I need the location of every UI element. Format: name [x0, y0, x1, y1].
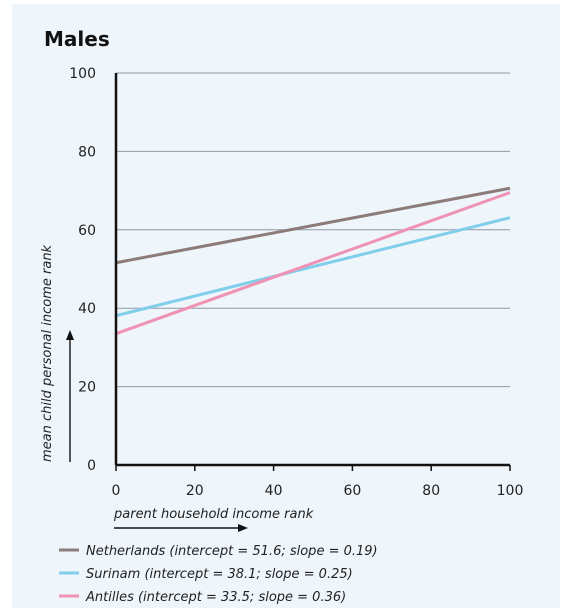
x-axis-label: parent household income rank	[113, 507, 314, 522]
axes	[114, 73, 511, 471]
legend-label-1: Surinam (intercept = 38.1; slope = 0.25)	[86, 567, 353, 582]
series-line-1	[115, 216, 511, 318]
y-tick-label: 40	[78, 301, 96, 317]
legend: Netherlands (intercept = 51.6; slope = 0…	[59, 544, 378, 605]
chart-panel: Males 0 20 40 60 80 100 0 20 40 60 80 100 parent ho…	[12, 4, 560, 608]
y-tick-label: 0	[87, 458, 96, 474]
chart: Males 0 20 40 60 80 100 0 20 40 60 80 100 parent ho…	[40, 27, 523, 605]
x-tick-label: 20	[186, 483, 204, 499]
grid	[116, 72, 510, 388]
x-tick-label: 80	[422, 483, 440, 499]
tick-labels: 0 20 40 60 80 100 0 20 40 60 80 100	[69, 66, 523, 499]
y-tick-label: 20	[78, 380, 96, 396]
series-line-0	[115, 186, 511, 265]
chart-title: Males	[44, 27, 110, 51]
y-tick-label: 80	[78, 144, 96, 160]
axis-arrows	[66, 330, 248, 532]
x-tick-label: 60	[343, 483, 361, 499]
x-tick-label: 0	[112, 483, 121, 499]
series-line-2	[115, 191, 511, 336]
y-tick-label: 100	[69, 66, 96, 82]
x-label-arrowhead	[238, 524, 248, 532]
legend-label-0: Netherlands (intercept = 51.6; slope = 0…	[86, 544, 378, 559]
series-group	[115, 186, 511, 336]
y-tick-label: 60	[78, 223, 96, 239]
y-axis-label: mean child personal income rank	[40, 244, 55, 462]
legend-label-2: Antilles (intercept = 33.5; slope = 0.36…	[85, 590, 346, 605]
x-tick-label: 100	[497, 483, 524, 499]
x-tick-label: 40	[265, 483, 283, 499]
y-label-arrowhead	[66, 330, 74, 340]
